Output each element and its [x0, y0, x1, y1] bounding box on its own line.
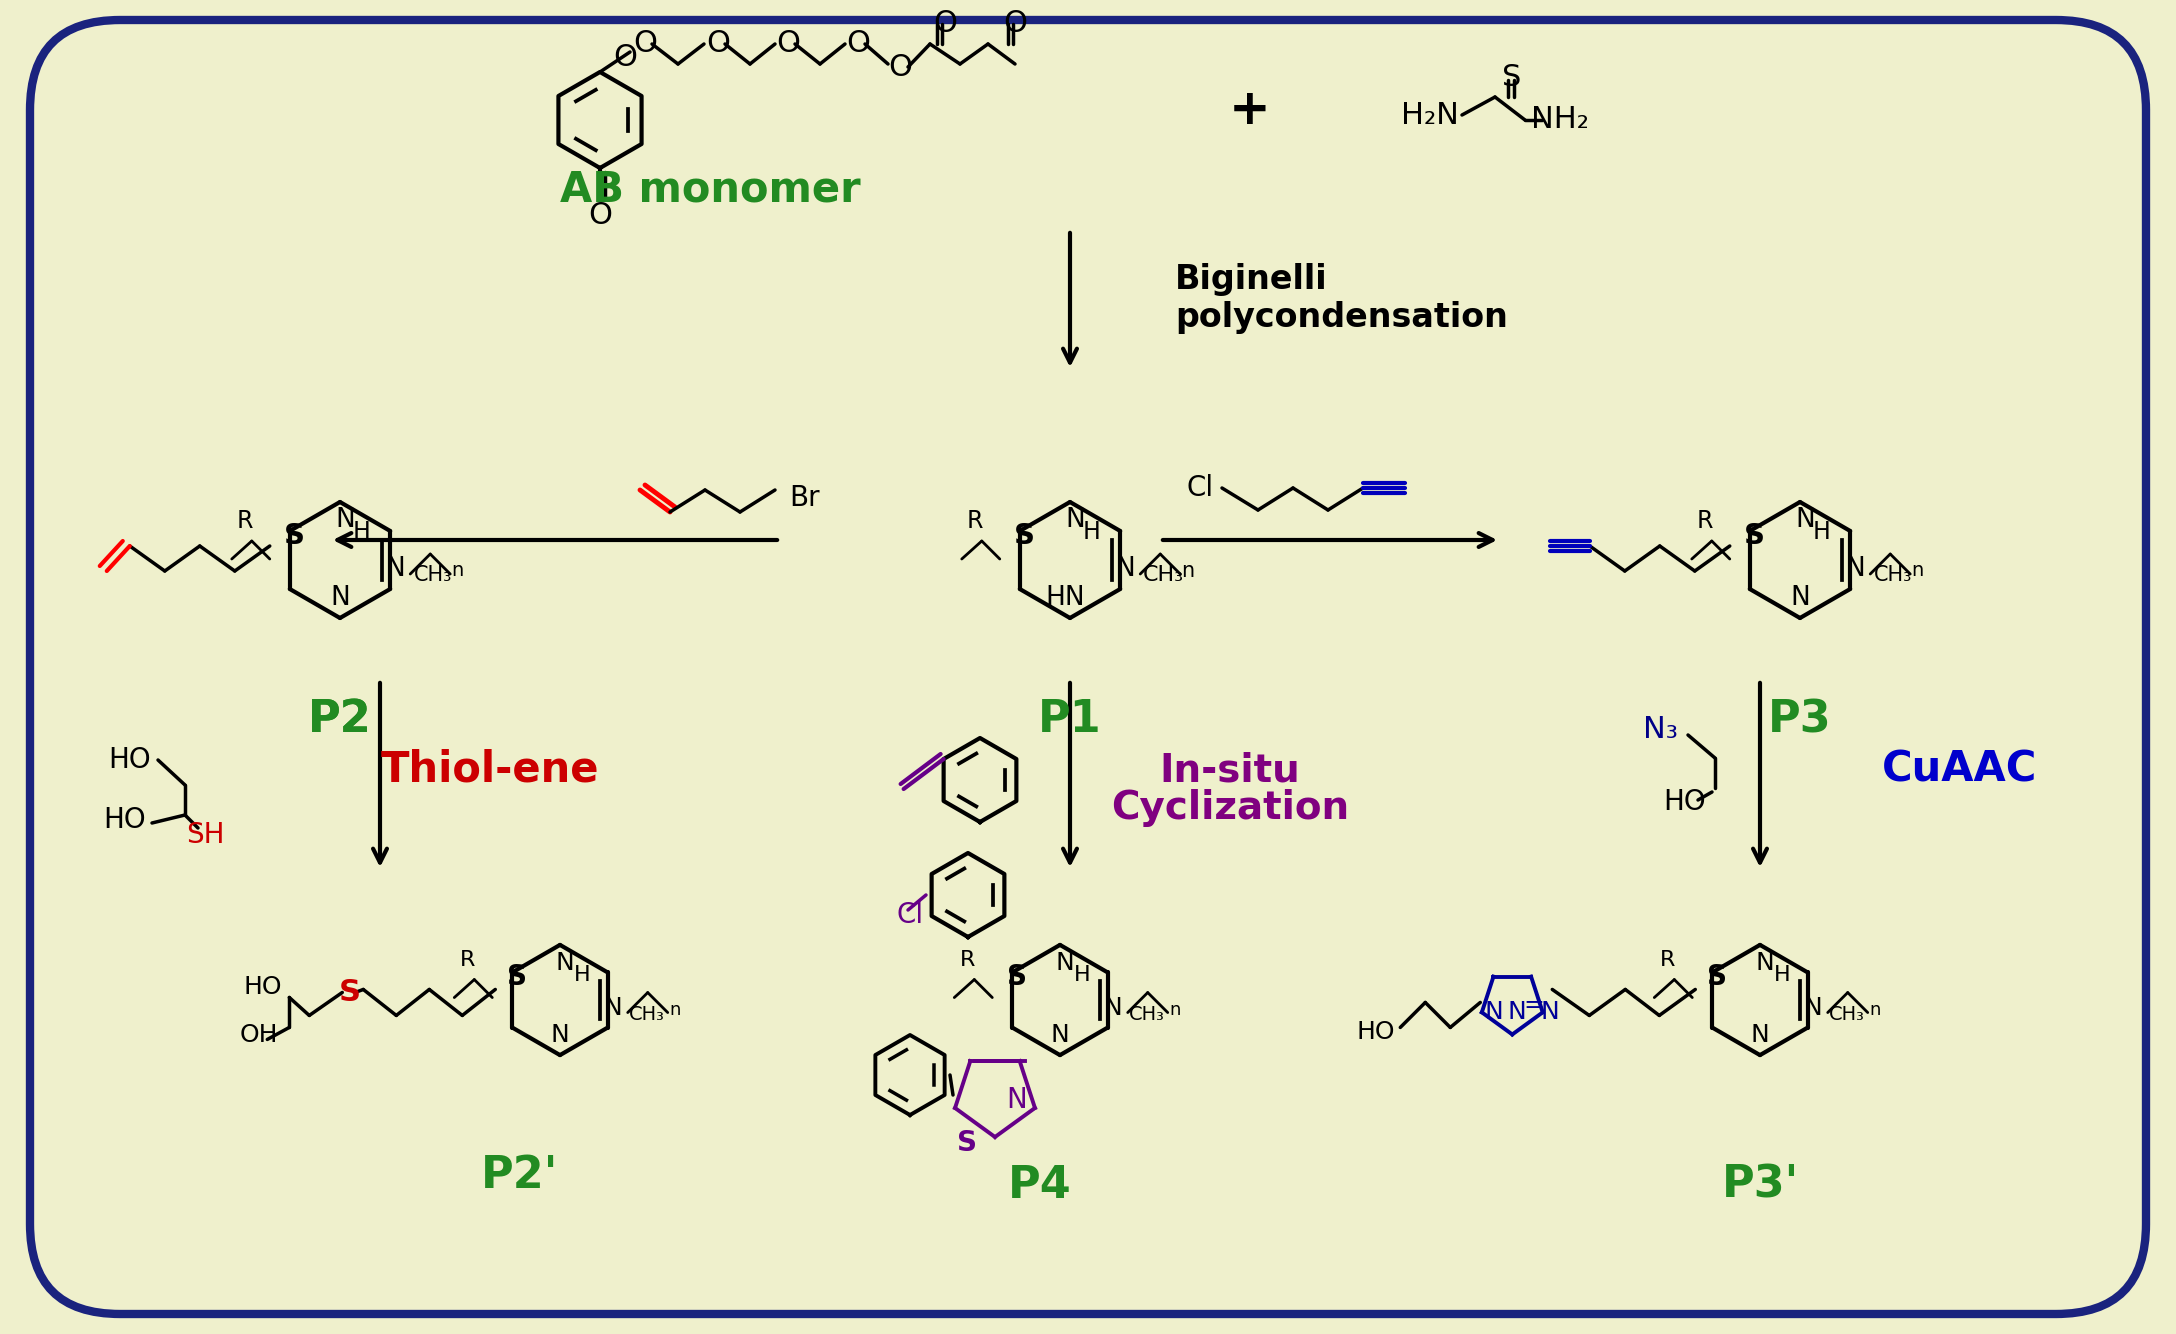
Text: S: S: [1007, 963, 1027, 991]
Text: N: N: [603, 995, 622, 1019]
Text: Thiol-ene: Thiol-ene: [381, 748, 598, 791]
Text: CH₃: CH₃: [1129, 1005, 1164, 1023]
Text: In-situ: In-situ: [1160, 751, 1301, 788]
Text: S: S: [1708, 963, 1728, 991]
Text: NH₂: NH₂: [1532, 105, 1588, 135]
Text: N: N: [1055, 951, 1075, 975]
Text: n: n: [1869, 1000, 1880, 1019]
Text: N: N: [385, 556, 405, 582]
Text: N: N: [1051, 1023, 1068, 1047]
Text: HO: HO: [1665, 788, 1706, 816]
Text: N: N: [1804, 995, 1821, 1019]
Text: P1: P1: [1038, 699, 1101, 742]
Text: O: O: [888, 52, 912, 81]
Text: n: n: [1182, 562, 1195, 582]
Text: +: +: [1229, 85, 1271, 133]
Text: N: N: [555, 951, 574, 975]
Text: R: R: [966, 510, 984, 534]
Text: N: N: [551, 1023, 570, 1047]
Text: O: O: [1003, 9, 1027, 39]
Text: R: R: [1660, 950, 1676, 970]
Text: HO: HO: [104, 806, 146, 834]
Text: P2: P2: [309, 699, 372, 742]
Text: SH: SH: [185, 820, 224, 848]
Text: H: H: [353, 520, 370, 544]
Text: O: O: [614, 43, 638, 72]
Text: N: N: [1484, 1000, 1504, 1025]
FancyBboxPatch shape: [30, 20, 2146, 1314]
Text: N: N: [1508, 1000, 1528, 1025]
Text: O: O: [934, 9, 957, 39]
Text: N: N: [331, 586, 350, 611]
Text: AB monomer: AB monomer: [559, 169, 860, 211]
Text: CH₃: CH₃: [629, 1005, 666, 1023]
Text: n: n: [1169, 1000, 1179, 1019]
Text: O: O: [846, 29, 870, 59]
Text: R: R: [1697, 510, 1713, 534]
Text: P3': P3': [1721, 1163, 1800, 1206]
Text: n: n: [450, 562, 463, 580]
Text: H: H: [1773, 964, 1791, 984]
Text: CH₃: CH₃: [1874, 566, 1913, 586]
Text: P2: P2: [309, 699, 372, 742]
Text: N: N: [1756, 951, 1773, 975]
Text: S: S: [1014, 522, 1036, 550]
Text: HO: HO: [244, 975, 281, 999]
Text: O: O: [588, 200, 611, 229]
Text: polycondensation: polycondensation: [1175, 301, 1508, 335]
Text: H: H: [574, 964, 590, 984]
Text: =: =: [1523, 994, 1545, 1018]
Text: P4: P4: [1007, 1163, 1073, 1206]
Text: N₃: N₃: [1643, 715, 1678, 744]
Text: N: N: [1116, 556, 1136, 582]
Text: CuAAC: CuAAC: [1882, 748, 2037, 791]
Text: HO: HO: [109, 746, 152, 774]
Text: N: N: [1064, 507, 1086, 534]
Text: S: S: [1501, 63, 1521, 92]
Text: Cl: Cl: [897, 900, 923, 928]
Text: R: R: [237, 510, 252, 534]
Text: N: N: [1103, 995, 1123, 1019]
Text: O: O: [777, 29, 801, 59]
Text: N: N: [1795, 507, 1815, 534]
Text: N: N: [1007, 1086, 1027, 1114]
Text: CH₃: CH₃: [1142, 566, 1184, 586]
Text: Cl: Cl: [1186, 474, 1214, 502]
Text: H: H: [1084, 520, 1101, 544]
Text: Cyclization: Cyclization: [1112, 788, 1349, 827]
Text: S: S: [285, 522, 305, 550]
Text: N: N: [1541, 1000, 1560, 1025]
Text: S: S: [337, 978, 361, 1007]
Text: Biginelli: Biginelli: [1175, 264, 1327, 296]
Text: N: N: [1791, 586, 1810, 611]
Text: P3: P3: [1769, 699, 1832, 742]
Text: N: N: [335, 507, 355, 534]
Text: n: n: [1911, 562, 1924, 580]
Text: OH: OH: [239, 1023, 279, 1047]
Text: HO: HO: [1356, 1021, 1395, 1045]
Text: H: H: [1073, 964, 1090, 984]
Text: R: R: [459, 950, 474, 970]
Text: S: S: [507, 963, 527, 991]
Text: R: R: [960, 950, 975, 970]
Text: CH₃: CH₃: [413, 566, 453, 586]
Text: P2': P2': [481, 1154, 559, 1197]
Text: Br: Br: [790, 484, 820, 512]
Text: H₂N: H₂N: [1401, 100, 1458, 129]
Text: O: O: [705, 29, 729, 59]
Text: n: n: [668, 1000, 681, 1019]
Text: S: S: [1745, 522, 1765, 550]
Text: H: H: [1813, 520, 1830, 544]
Text: CH₃: CH₃: [1830, 1005, 1865, 1023]
Text: O: O: [633, 29, 657, 59]
Text: S: S: [957, 1129, 977, 1157]
Text: N: N: [1845, 556, 1865, 582]
Text: N: N: [1752, 1023, 1769, 1047]
Text: HN: HN: [1044, 586, 1086, 611]
